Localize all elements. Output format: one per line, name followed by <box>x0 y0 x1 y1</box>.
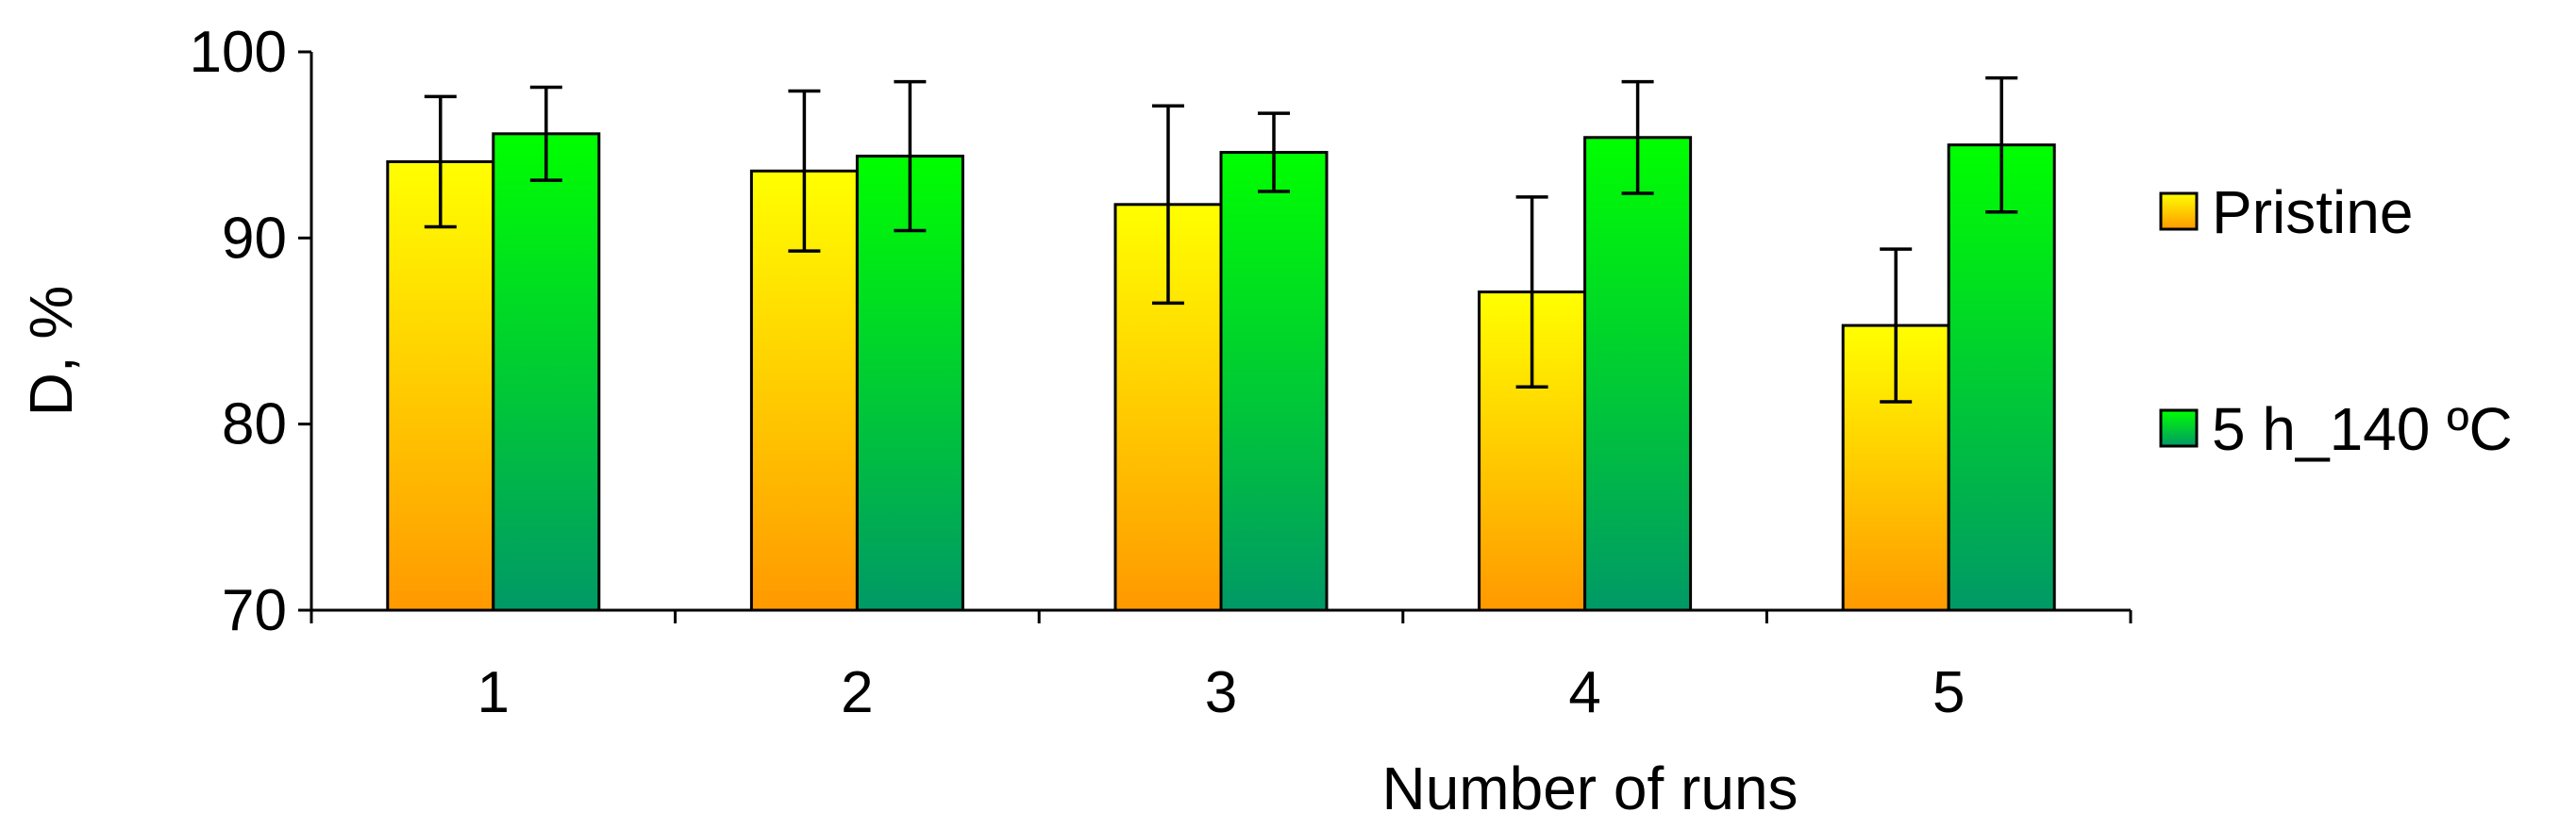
legend-label-pristine: Pristine <box>2212 178 2413 246</box>
legend-label-heated: 5 h_140 ºC <box>2212 395 2513 463</box>
bar-heated-run-1 <box>492 132 601 612</box>
error-bar <box>1515 195 1548 389</box>
error-bar <box>1152 104 1184 306</box>
legend: Pristine 5 h_140 ºC <box>2159 178 2513 463</box>
error-bar <box>1985 75 2018 214</box>
y-axis-ticks: 70 80 90 100 <box>190 20 311 643</box>
error-bar <box>894 79 927 233</box>
bar-heated-run-4 <box>1583 136 1693 612</box>
x-tick-label: 5 <box>1932 660 1965 725</box>
y-tick-label: 70 <box>222 578 287 643</box>
y-tick-label: 100 <box>190 20 287 85</box>
y-axis-title: D, % <box>17 286 85 417</box>
legend-swatch-pristine <box>2159 191 2199 231</box>
x-tick-label: 4 <box>1568 660 1600 725</box>
x-tick-label: 2 <box>841 660 873 725</box>
error-bar <box>1880 247 1913 404</box>
error-bar <box>529 85 562 182</box>
x-axis-title: Number of runs <box>1381 754 1798 822</box>
x-tick-label: 3 <box>1205 660 1237 725</box>
y-tick-label: 90 <box>222 206 287 271</box>
y-tick-label: 80 <box>222 392 287 457</box>
x-tick-label: 1 <box>477 660 510 725</box>
bars-layer <box>386 132 2056 612</box>
legend-swatch-heated <box>2159 408 2199 448</box>
bar-heated-run-5 <box>1947 143 2056 612</box>
error-bar <box>1258 111 1290 193</box>
error-bar <box>424 94 457 229</box>
error-bar <box>788 89 821 253</box>
bar-pristine-run-1 <box>386 159 495 612</box>
error-bar <box>1621 79 1654 195</box>
error-bars-layer <box>424 75 2018 404</box>
x-axis-ticks: 1 2 3 4 5 <box>309 610 2133 725</box>
bar-heated-run-3 <box>1219 151 1329 612</box>
